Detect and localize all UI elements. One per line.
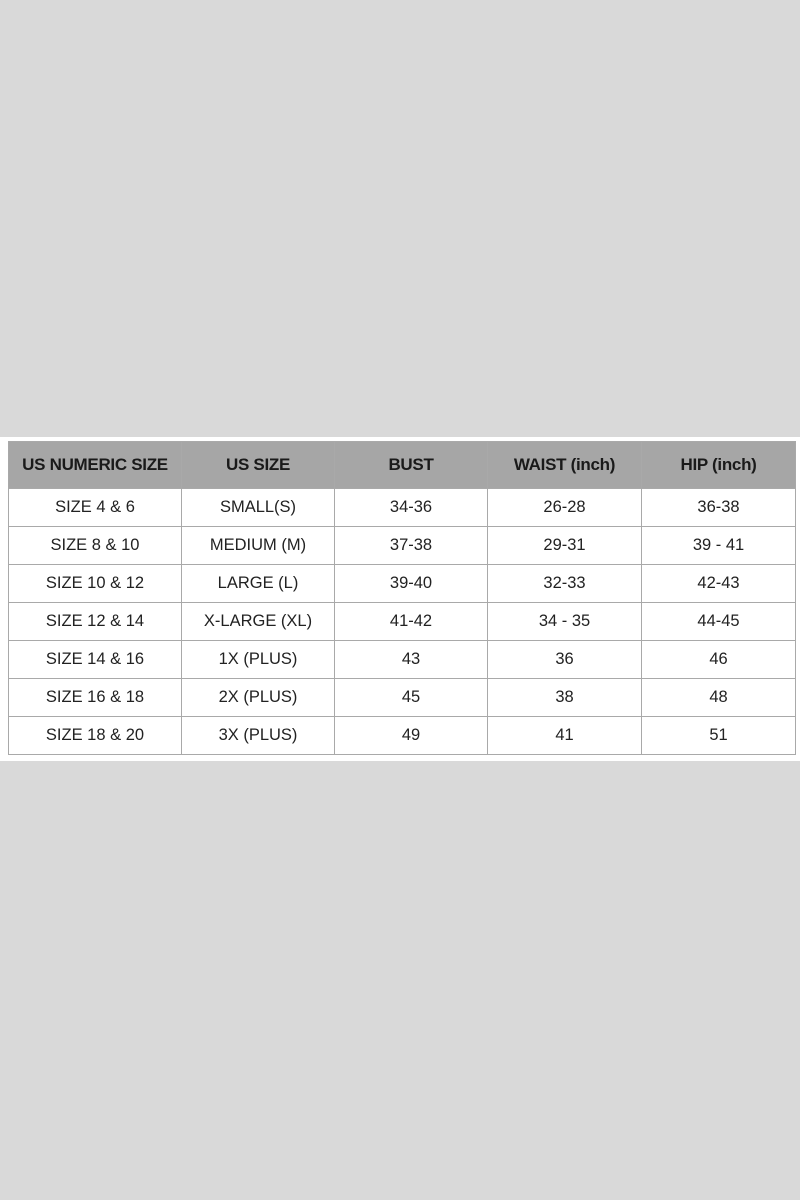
table-row: SIZE 4 & 6 SMALL(S) 34-36 26-28 36-38 [8, 488, 796, 527]
table-body: SIZE 4 & 6 SMALL(S) 34-36 26-28 36-38 SIZE 8 … [8, 488, 796, 755]
header-cell: BUST [334, 441, 488, 489]
table-row: SIZE 18 & 20 3X (PLUS) 49 41 51 [8, 716, 796, 755]
header-cell: US NUMERIC SIZE [8, 441, 182, 489]
table-cell: SIZE 10 & 12 [8, 564, 182, 603]
table-cell: 39 - 41 [641, 526, 796, 565]
header-cell: HIP (inch) [641, 441, 796, 489]
table-cell: 37-38 [334, 526, 488, 565]
table-row: SIZE 12 & 14 X-LARGE (XL) 41-42 34 - 35 44-4… [8, 602, 796, 641]
table-row: SIZE 16 & 18 2X (PLUS) 45 38 48 [8, 678, 796, 717]
table-cell: 41 [487, 716, 642, 755]
table-cell: 49 [334, 716, 488, 755]
table-cell: 45 [334, 678, 488, 717]
table-cell: 38 [487, 678, 642, 717]
table-cell: 32-33 [487, 564, 642, 603]
table-cell: 2X (PLUS) [181, 678, 335, 717]
table-cell: 39-40 [334, 564, 488, 603]
table-row: SIZE 14 & 16 1X (PLUS) 43 36 46 [8, 640, 796, 679]
table-cell: 48 [641, 678, 796, 717]
header-cell: WAIST (inch) [487, 441, 642, 489]
table-cell: 46 [641, 640, 796, 679]
table-cell: 1X (PLUS) [181, 640, 335, 679]
table-cell: 44-45 [641, 602, 796, 641]
table-cell: 34 - 35 [487, 602, 642, 641]
table-cell: 34-36 [334, 488, 488, 527]
table-cell: 42-43 [641, 564, 796, 603]
table-cell: 3X (PLUS) [181, 716, 335, 755]
table-cell: 51 [641, 716, 796, 755]
table-cell: X-LARGE (XL) [181, 602, 335, 641]
table-cell: SIZE 8 & 10 [8, 526, 182, 565]
table-cell: SIZE 4 & 6 [8, 488, 182, 527]
header-cell: US SIZE [181, 441, 335, 489]
size-chart-table: US NUMERIC SIZE US SIZE BUST WAIST (inch) HI… [8, 441, 796, 755]
table-cell: SMALL(S) [181, 488, 335, 527]
table-row: SIZE 10 & 12 LARGE (L) 39-40 32-33 42-43 [8, 564, 796, 603]
table-cell: 36 [487, 640, 642, 679]
table-cell: 26-28 [487, 488, 642, 527]
table-cell: 29-31 [487, 526, 642, 565]
table-cell: LARGE (L) [181, 564, 335, 603]
table-cell: SIZE 14 & 16 [8, 640, 182, 679]
table-cell: SIZE 18 & 20 [8, 716, 182, 755]
table-cell: SIZE 16 & 18 [8, 678, 182, 717]
table-cell: SIZE 12 & 14 [8, 602, 182, 641]
table-cell: MEDIUM (M) [181, 526, 335, 565]
table-cell: 41-42 [334, 602, 488, 641]
table-cell: 36-38 [641, 488, 796, 527]
header-row: US NUMERIC SIZE US SIZE BUST WAIST (inch) HI… [8, 441, 796, 489]
table-cell: 43 [334, 640, 488, 679]
table-row: SIZE 8 & 10 MEDIUM (M) 37-38 29-31 39 - 41 [8, 526, 796, 565]
